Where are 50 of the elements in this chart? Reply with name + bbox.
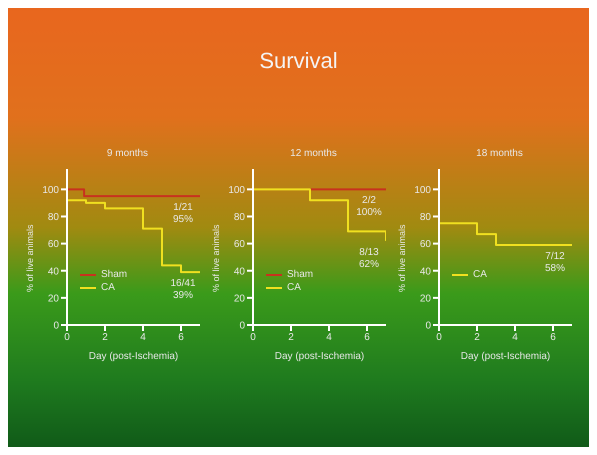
x-tick-label: 6 [364,332,370,344]
y-tick-label: 60 [48,239,60,250]
y-tick-label: 0 [239,320,246,332]
y-axis-title: % of live animals [397,224,408,292]
y-tick-label: 100 [228,184,246,196]
y-tick-label: 0 [53,320,60,332]
x-axis-title: Day (post-Ischemia) [460,351,550,362]
chart-title: 9 months [106,148,150,159]
x-tick-label: 2 [474,332,480,344]
legend-label: CA [287,282,301,293]
y-tick-label: 20 [234,293,246,304]
y-tick-label: 80 [48,212,60,224]
annotation: 8/13 62% [358,246,380,271]
x-tick-label: 4 [326,332,332,344]
annotation: 1/21 95% [172,202,194,226]
annotation: 16/41 39% [169,278,197,302]
x-tick-label: 4 [512,332,518,344]
y-axis-title: % of live animals [25,224,36,292]
y-tick-label: 100 [414,184,432,196]
chart-title: 18 months [475,148,524,159]
legend-label: Sham [287,269,314,280]
x-tick-label: 0 [64,332,70,344]
y-tick-label: 40 [420,266,432,278]
y-tick-label: 60 [234,239,246,250]
y-axis-title: % of live animals [211,224,222,292]
x-axis-title: Day (post-Ischemia) [274,351,364,362]
annotation: 2/2 100% [355,195,383,220]
y-tick-label: 80 [420,212,432,224]
chart-title: 12 months [289,148,338,159]
y-tick-label: 40 [48,266,60,278]
legend-label: CA [101,282,115,293]
x-tick-label: 0 [250,332,256,344]
y-tick-label: 0 [425,320,432,332]
legend-label: CA [473,269,487,280]
x-tick-label: 4 [140,332,146,344]
text: Survival [258,48,339,74]
x-tick-label: 0 [436,332,442,344]
legend-label: Sham [101,269,128,280]
annotation: 7/12 58% [544,250,566,275]
x-tick-label: 2 [102,332,108,344]
x-tick-label: 6 [550,332,556,344]
y-tick-label: 20 [48,293,60,304]
x-tick-label: 2 [288,332,294,344]
y-tick-label: 20 [420,293,432,304]
y-tick-label: 100 [42,184,60,196]
x-axis-title: Day (post-Ischemia) [88,351,178,362]
y-tick-label: 60 [420,239,432,250]
x-tick-label: 6 [178,332,184,344]
y-tick-label: 80 [234,212,246,224]
y-tick-label: 40 [234,266,246,278]
